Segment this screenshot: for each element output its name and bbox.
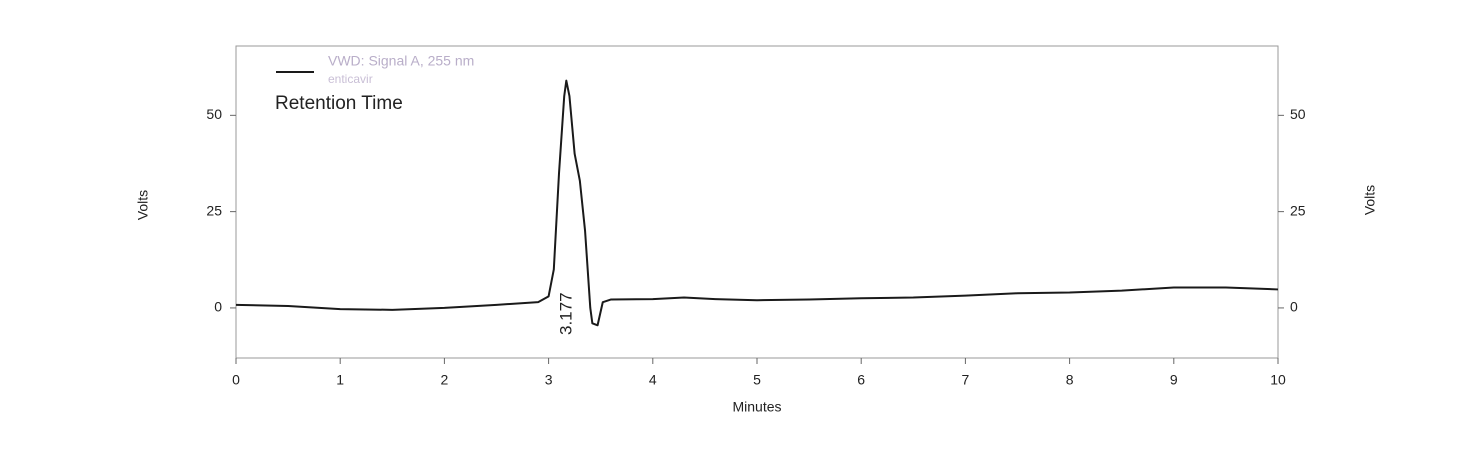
peak-label: 3.177 — [557, 292, 576, 335]
x-tick-label: 7 — [962, 372, 970, 388]
y-axis-label: Volts — [135, 190, 151, 220]
x-tick-label: 9 — [1170, 372, 1178, 388]
x-tick-label: 2 — [441, 372, 449, 388]
signal-line — [235, 79, 1279, 327]
y2-tick-label: 0 — [1290, 299, 1298, 315]
legend-subtitle: Retention Time — [275, 93, 403, 114]
y-tick-label: 25 — [206, 202, 222, 218]
y2-axis-label: Volts — [1362, 185, 1378, 215]
x-tick-label: 4 — [649, 372, 657, 388]
x-tick-label: 5 — [753, 372, 761, 388]
x-tick-label: 3 — [545, 372, 553, 388]
x-tick-label: 10 — [1270, 372, 1286, 388]
legend-label: VWD: Signal A, 255 nm — [328, 53, 474, 69]
x-axis-label: Minutes — [732, 399, 781, 415]
legend-sample: enticavir — [328, 72, 373, 86]
x-tick-label: 1 — [336, 372, 344, 388]
y-tick-label: 0 — [214, 299, 222, 315]
y2-tick-label: 50 — [1290, 106, 1306, 122]
y2-tick-label: 25 — [1290, 202, 1306, 218]
x-tick-label: 6 — [857, 372, 865, 388]
x-tick-label: 0 — [232, 372, 240, 388]
y-tick-label: 50 — [206, 106, 222, 122]
x-tick-label: 8 — [1066, 372, 1074, 388]
